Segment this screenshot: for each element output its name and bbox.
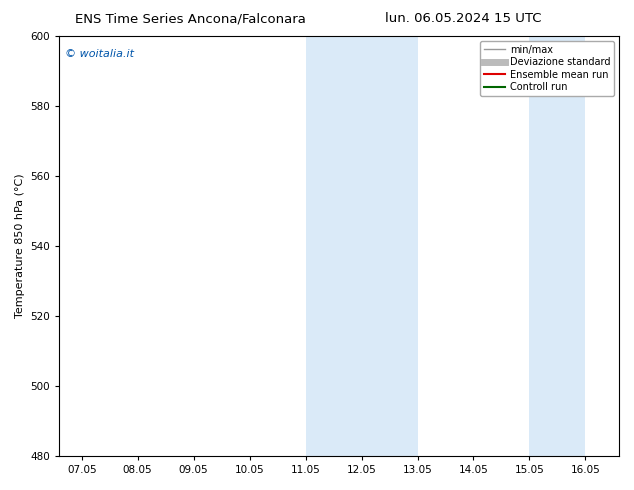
- Bar: [529, 36, 585, 456]
- Text: lun. 06.05.2024 15 UTC: lun. 06.05.2024 15 UTC: [385, 12, 541, 25]
- Bar: [306, 36, 333, 456]
- Bar: [333, 36, 418, 456]
- Text: © woitalia.it: © woitalia.it: [65, 49, 134, 59]
- Y-axis label: Temperature 850 hPa (°C): Temperature 850 hPa (°C): [15, 174, 25, 318]
- Text: ENS Time Series Ancona/Falconara: ENS Time Series Ancona/Falconara: [75, 12, 306, 25]
- Legend: min/max, Deviazione standard, Ensemble mean run, Controll run: min/max, Deviazione standard, Ensemble m…: [479, 41, 614, 96]
